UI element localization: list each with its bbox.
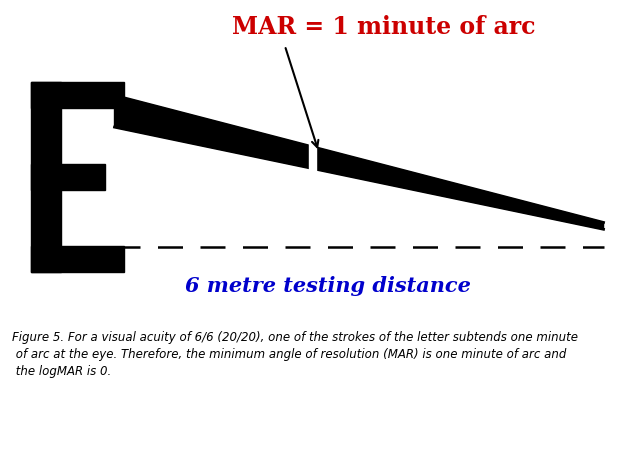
Bar [31, 246, 124, 272]
Bar [309, 141, 316, 174]
Text: 6 metre testing distance: 6 metre testing distance [185, 276, 471, 296]
Bar [31, 82, 61, 272]
Text: MAR = 1 minute of arc: MAR = 1 minute of arc [232, 15, 535, 39]
Bar [31, 164, 105, 190]
Polygon shape [115, 95, 604, 229]
Bar [31, 82, 124, 109]
Text: Figure 5. For a visual acuity of 6/6 (20/20), one of the strokes of the letter s: Figure 5. For a visual acuity of 6/6 (20… [12, 331, 578, 379]
